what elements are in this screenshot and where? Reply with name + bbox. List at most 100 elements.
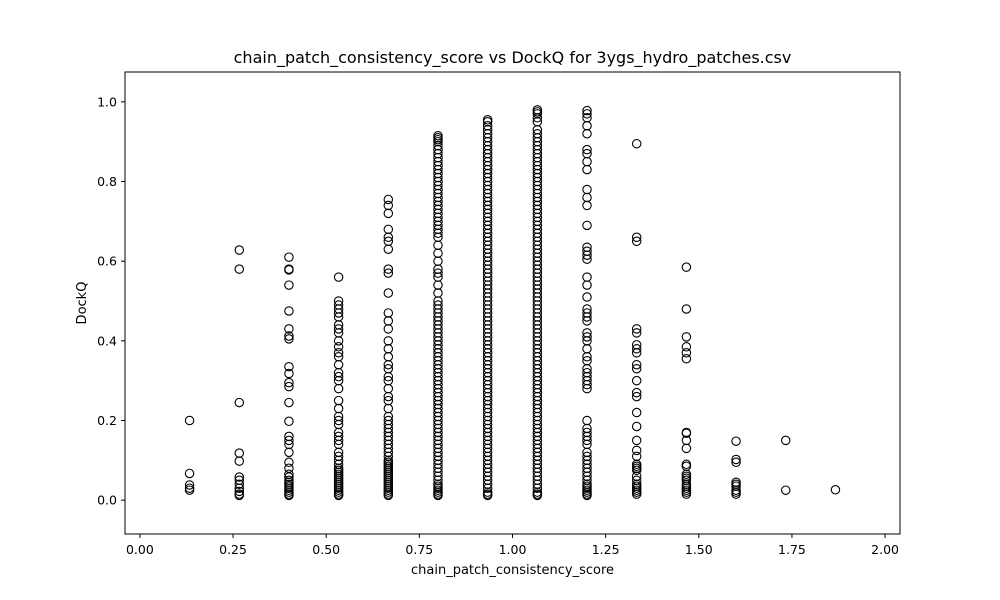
data-point <box>482 490 493 501</box>
data-point <box>284 324 294 334</box>
data-point <box>780 485 791 495</box>
y-tick-label: 0.0 <box>97 493 117 508</box>
data-point <box>681 332 692 342</box>
data-point <box>582 156 592 167</box>
data-point <box>234 483 245 493</box>
x-tick-label: 1.00 <box>499 542 527 557</box>
data-point <box>631 465 642 476</box>
data-point <box>184 468 195 479</box>
y-tick-label: 0.2 <box>97 413 117 428</box>
x-tick-label: 1.75 <box>778 542 806 557</box>
x-tick-label: 0.25 <box>219 542 247 557</box>
data-point <box>284 306 294 316</box>
data-point <box>631 359 642 370</box>
data-point <box>383 359 394 370</box>
data-point <box>631 375 642 386</box>
data-point <box>333 359 344 370</box>
data-point <box>234 486 245 497</box>
data-point <box>433 268 443 278</box>
data-point <box>333 395 344 406</box>
data-point <box>383 316 394 326</box>
data-point <box>582 332 592 342</box>
data-point <box>731 457 741 468</box>
data-point <box>582 109 592 119</box>
y-tick-label: 0.8 <box>97 174 117 189</box>
data-point <box>383 200 394 211</box>
data-point <box>333 272 344 282</box>
data-point <box>234 472 245 482</box>
data-point <box>582 128 592 139</box>
x-axis: 0.00 0.25 0.50 0.75 1.00 1.25 1.50 1.75 2.00 <box>126 534 899 557</box>
data-point <box>383 264 394 274</box>
data-point <box>284 381 294 392</box>
data-point <box>631 445 642 456</box>
data-point <box>631 328 642 338</box>
data-point <box>631 407 642 418</box>
data-point <box>383 391 394 402</box>
data-point <box>383 288 394 298</box>
data-point <box>383 344 394 354</box>
y-axis-label: DockQ <box>75 282 90 325</box>
data-point <box>582 184 592 195</box>
data-point <box>333 324 344 334</box>
x-tick-label: 0.50 <box>312 542 340 557</box>
data-point <box>383 308 394 318</box>
y-tick-label: 0.4 <box>97 333 117 348</box>
data-point <box>681 262 692 272</box>
data-point <box>482 483 493 493</box>
data-point <box>582 435 592 446</box>
data-point <box>284 252 294 262</box>
data-point <box>433 256 443 266</box>
data-point <box>333 415 344 426</box>
data-point <box>284 447 294 458</box>
data-point <box>532 483 543 493</box>
data-point <box>681 354 692 364</box>
data-point <box>631 348 642 358</box>
data-point <box>830 485 841 495</box>
data-point <box>383 490 394 501</box>
data-point <box>532 113 543 123</box>
data-point <box>383 336 394 346</box>
x-tick-label: 0.00 <box>126 542 154 557</box>
data-point <box>284 397 294 408</box>
data-point <box>731 487 741 497</box>
data-point <box>582 312 592 322</box>
data-point <box>234 448 245 458</box>
data-point <box>582 254 592 264</box>
data-point <box>433 240 443 251</box>
data-point <box>681 443 692 454</box>
data-point <box>681 348 692 358</box>
data-point <box>582 383 592 394</box>
data-point <box>184 480 195 490</box>
x-tick-label: 2.00 <box>871 542 899 557</box>
data-point <box>681 459 692 470</box>
x-tick-label: 1.50 <box>685 542 713 557</box>
x-tick-label: 0.75 <box>405 542 433 557</box>
data-point <box>383 324 394 334</box>
data-points <box>184 105 841 501</box>
data-point <box>383 194 394 205</box>
data-point <box>234 490 245 501</box>
data-point <box>631 391 642 402</box>
data-point <box>582 105 592 116</box>
data-point <box>631 421 642 432</box>
data-point <box>433 288 443 298</box>
data-point <box>681 489 692 499</box>
data-point <box>433 228 443 239</box>
data-point <box>383 371 394 382</box>
data-point <box>582 272 592 282</box>
data-point <box>582 121 592 131</box>
data-point <box>284 361 294 372</box>
data-point <box>631 363 642 374</box>
data-point <box>234 456 245 466</box>
data-point <box>433 248 443 258</box>
data-point <box>383 244 394 254</box>
y-tick-label: 1.0 <box>97 94 117 109</box>
data-point <box>333 342 344 352</box>
data-point <box>582 292 592 302</box>
data-point <box>582 164 592 175</box>
data-point <box>383 208 394 219</box>
data-point <box>383 224 394 235</box>
data-point <box>582 250 592 260</box>
data-point <box>731 489 741 499</box>
